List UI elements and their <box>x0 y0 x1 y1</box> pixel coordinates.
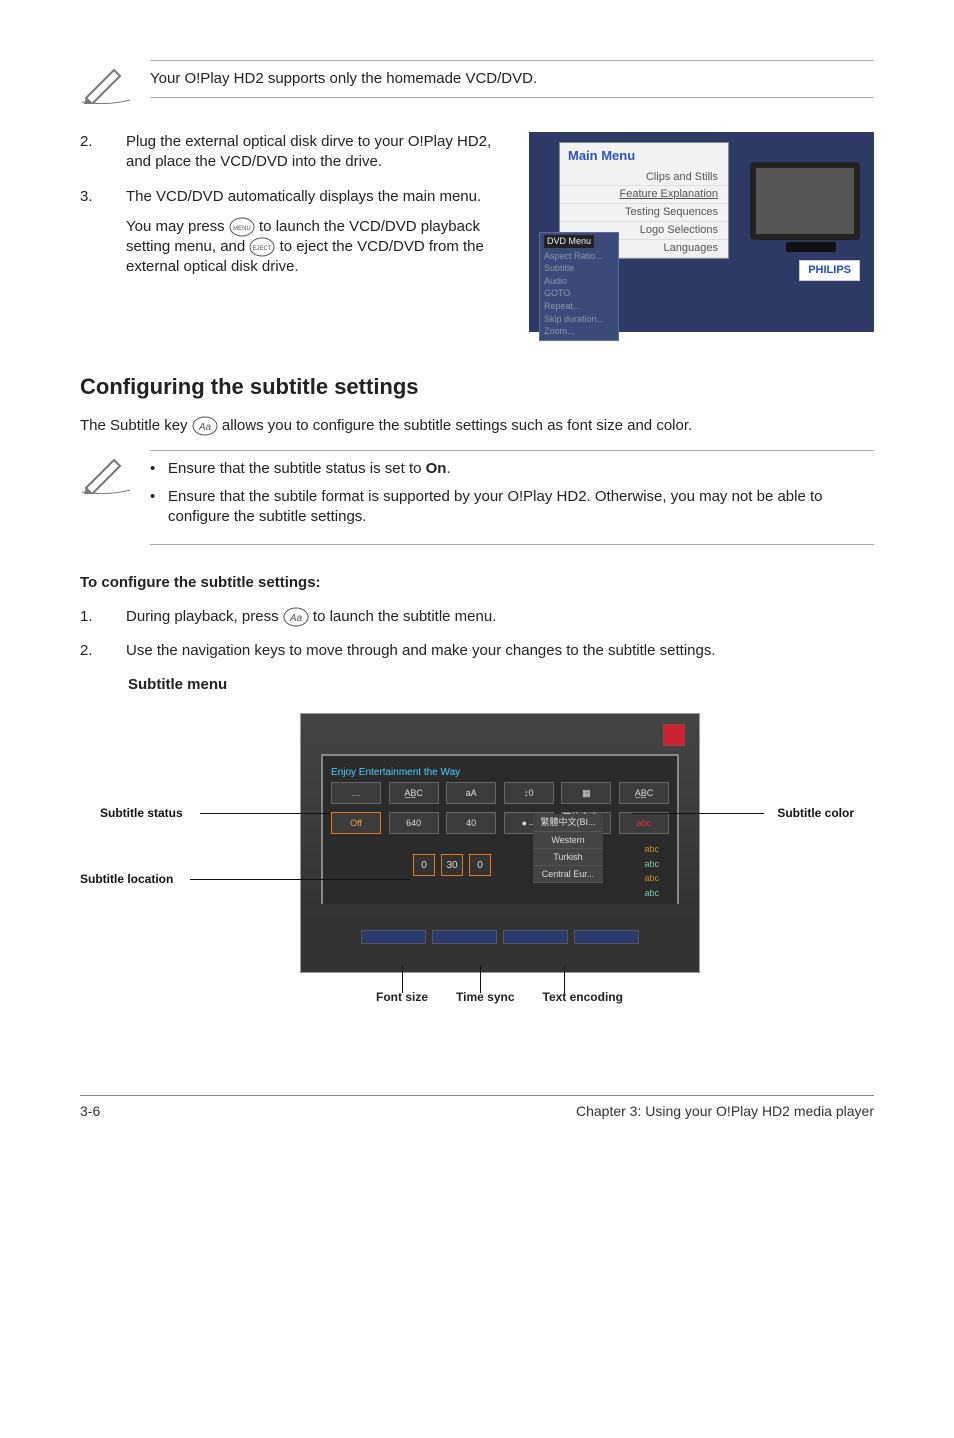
note-2-item: Ensure that the subtile format is suppor… <box>150 487 874 528</box>
tv-icon <box>750 162 860 240</box>
callout-subtitle-color: Subtitle color <box>777 805 854 821</box>
step-2b: 2. Use the navigation keys to move throu… <box>80 641 874 661</box>
subtitle-menu-screenshot: Enjoy Entertainment the Way … A̲B̲C aA ↕… <box>300 713 700 973</box>
note-1-text: Your O!Play HD2 supports only the homema… <box>150 70 537 87</box>
brand-logo: PHILIPS <box>799 260 860 281</box>
step-body: The VCD/DVD automatically displays the m… <box>126 187 509 278</box>
page-footer: 3-6 Chapter 3: Using your O!Play HD2 med… <box>80 1095 874 1121</box>
callout-time-sync: Time sync <box>456 989 514 1005</box>
svg-text:MENU: MENU <box>233 226 251 232</box>
step-list-1: 2. Plug the external optical disk dirve … <box>80 132 509 278</box>
svg-text:Aa: Aa <box>198 422 212 433</box>
bottom-callouts: Font size Time sync Text encoding <box>376 989 623 1005</box>
callout-subtitle-location: Subtitle location <box>80 871 173 887</box>
pencil-icon <box>80 450 132 494</box>
note-2-list: Ensure that the subtitle status is set t… <box>150 459 874 528</box>
step-body: Use the navigation keys to move through … <box>126 641 874 661</box>
note-2: Ensure that the subtitle status is set t… <box>80 450 874 545</box>
chapter-title: Chapter 3: Using your O!Play HD2 media p… <box>576 1102 874 1121</box>
dvd-submenu: DVD Menu Aspect Ratio... Subtitle Audio … <box>539 232 619 341</box>
step-body: During playback, press Aa to launch the … <box>126 607 874 627</box>
color-swatches: abc abc abc abc <box>644 842 659 900</box>
subtitle-key-icon: Aa <box>283 607 309 627</box>
dvd-menu-title: Main Menu <box>560 143 728 169</box>
location-squares: 0 30 0 <box>413 854 491 876</box>
eject-button-icon: EJECT <box>249 237 275 257</box>
callout-font-size: Font size <box>376 989 428 1005</box>
page-number: 3-6 <box>80 1102 100 1121</box>
step-num: 1. <box>80 607 126 627</box>
step-sub: You may press MENU to launch the VCD/DVD… <box>126 217 509 278</box>
step-num: 2. <box>80 132 126 173</box>
svg-text:EJECT: EJECT <box>253 246 272 252</box>
step-1b: 1. During playback, press Aa to launch t… <box>80 607 874 627</box>
step-2: 2. Plug the external optical disk dirve … <box>80 132 509 173</box>
subtitle-menu-diagram: Subtitle menu Enjoy Entertainment the Wa… <box>80 675 874 1055</box>
menu-button-icon: MENU <box>229 217 255 237</box>
note-1: Your O!Play HD2 supports only the homema… <box>80 60 874 104</box>
steps-and-menu: 2. Plug the external optical disk dirve … <box>80 132 874 332</box>
step-3: 3. The VCD/DVD automatically displays th… <box>80 187 509 278</box>
callout-subtitle-status: Subtitle status <box>100 805 183 821</box>
callout-text-encoding: Text encoding <box>543 989 623 1005</box>
step-list-2: 1. During playback, press Aa to launch t… <box>80 607 874 662</box>
encoding-list: 繁體中文(BI... Western Turkish Central Eur..… <box>533 814 603 883</box>
svg-text:Aa: Aa <box>289 613 303 624</box>
section-intro: The Subtitle key Aa allows you to config… <box>80 416 874 436</box>
subheading-configure-subtitle: To configure the subtitle settings: <box>80 573 874 593</box>
diagram-title: Subtitle menu <box>128 675 874 695</box>
section-heading-subtitle-settings: Configuring the subtitle settings <box>80 372 874 402</box>
step-num: 2. <box>80 641 126 661</box>
step-num: 3. <box>80 187 126 278</box>
step-body: Plug the external optical disk dirve to … <box>126 132 509 173</box>
dvd-main-menu-screenshot: Main Menu Clips and Stills Feature Expla… <box>529 132 874 332</box>
pencil-icon <box>80 60 132 104</box>
disc-icon <box>663 724 685 746</box>
subtitle-key-icon: Aa <box>192 416 218 436</box>
note-2-item: Ensure that the subtitle status is set t… <box>150 459 874 479</box>
